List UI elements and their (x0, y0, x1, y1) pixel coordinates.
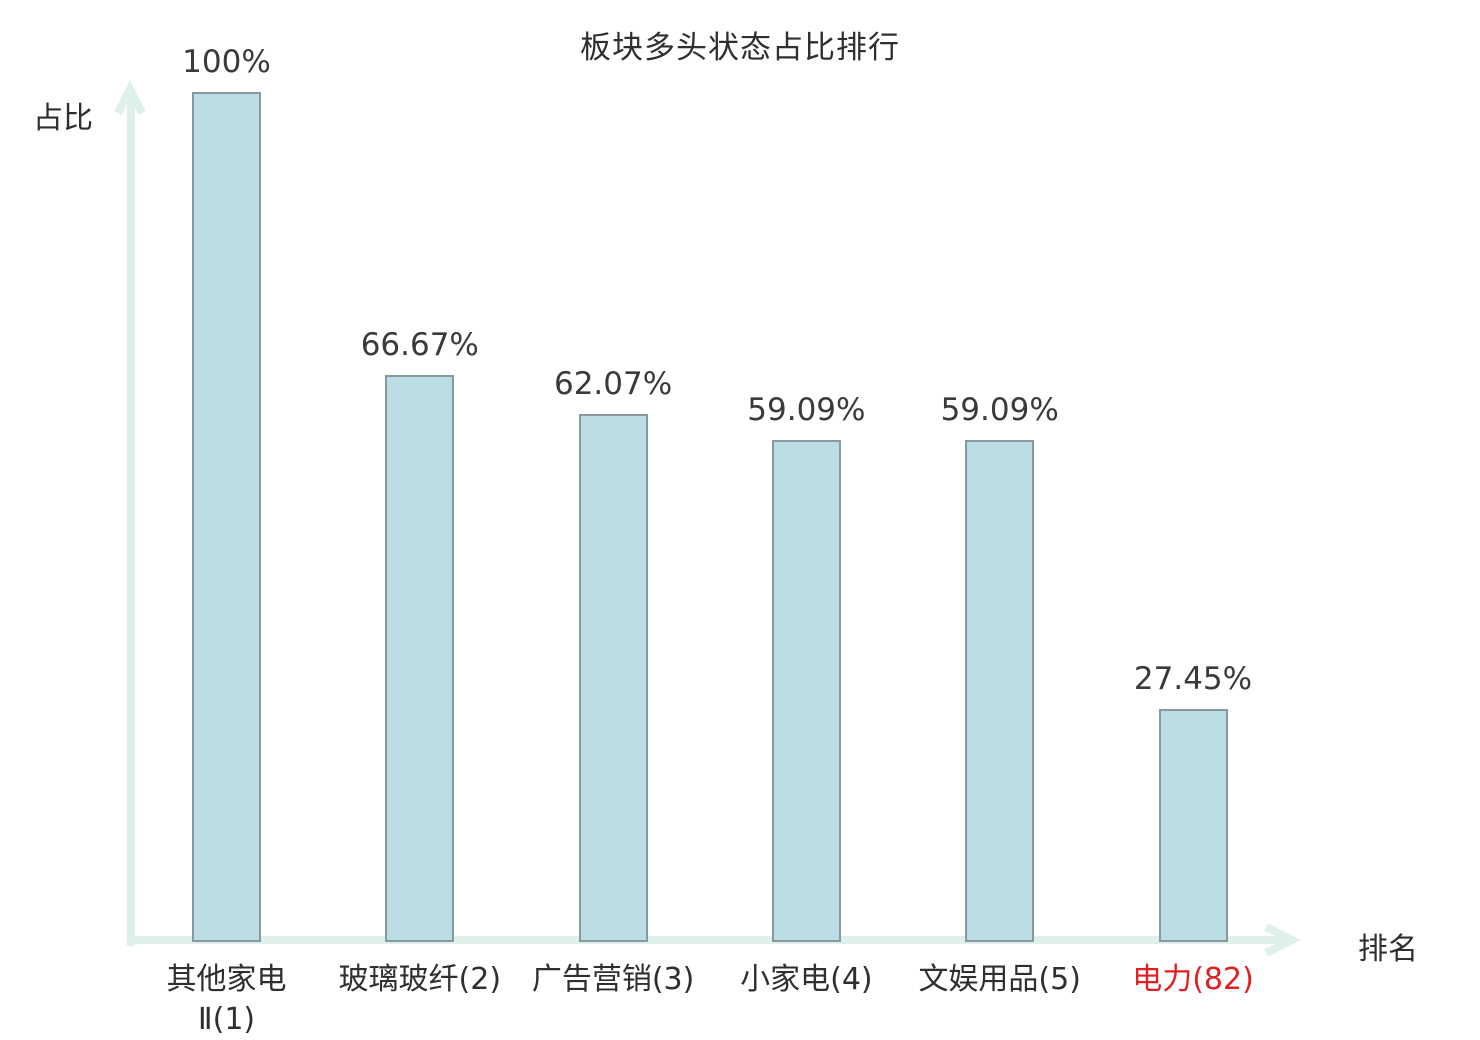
bar-category-label: 文娱用品(5) (918, 962, 1081, 997)
x-axis-arrowhead-icon (1264, 923, 1301, 957)
bar (578, 414, 648, 942)
bar-value-label: 66.67% (360, 327, 479, 364)
bar (385, 375, 455, 942)
chart-title: 板块多头状态占比排行 (580, 30, 900, 66)
bar (1158, 708, 1228, 942)
bar (192, 92, 261, 942)
bar (771, 439, 841, 942)
bar (965, 439, 1035, 942)
bar-value-label: 62.07% (553, 366, 673, 403)
bar-category-label: 电力(82) (1132, 962, 1254, 997)
bar-value-label: 27.45% (1133, 660, 1253, 697)
y-axis-arrowhead-icon (114, 80, 146, 115)
bar-value-label: 59.09% (747, 391, 866, 428)
bar-category-label: 其他家电 Ⅱ(1) (166, 962, 287, 1037)
y-axis-label: 占比 (33, 101, 93, 136)
bar-category-label: 玻璃玻纤(2) (338, 962, 502, 997)
bar-category-label: 小家电(4) (740, 962, 873, 997)
x-axis-label: 排名 (1358, 932, 1418, 967)
bar-value-label: 100% (182, 44, 271, 80)
bar-value-label: 59.09% (940, 391, 1059, 428)
bar-category-label: 广告营销(3) (531, 962, 695, 997)
